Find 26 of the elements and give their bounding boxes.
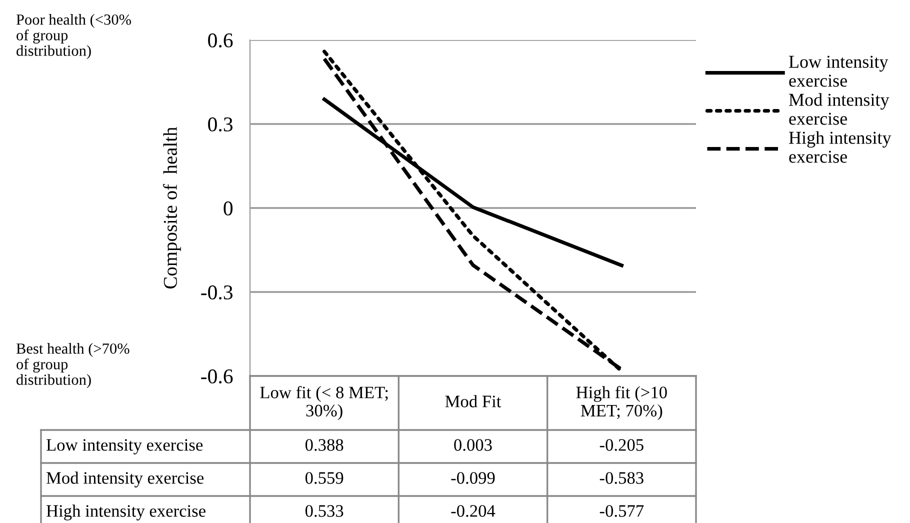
legend-label: Mod intensity exercise — [788, 93, 890, 125]
y-tick-label: 0.3 — [208, 117, 233, 132]
y-axis-title: Composite of health — [163, 126, 181, 288]
x-tick-label: Mod Fit — [445, 395, 502, 408]
data-label: 0.003 — [454, 439, 492, 451]
y-tick-label: 0 — [224, 201, 233, 216]
text: Poor health (<30% of group distribution) — [16, 14, 132, 59]
text: High intensity exercise — [46, 504, 206, 520]
data-label: -0.577 — [600, 505, 644, 517]
y-tick-label: -0.3 — [201, 285, 233, 300]
data-label: -0.583 — [600, 472, 644, 484]
text: Low intensity exercise — [46, 439, 203, 454]
y-tick-label: -0.6 — [201, 369, 233, 384]
legend-label: High intensity exercise — [788, 131, 892, 163]
data-label: -0.099 — [451, 472, 495, 484]
data-label: 0.388 — [305, 439, 344, 451]
x-tick-label: High fit (>10 MET; 70%) — [576, 386, 667, 420]
y-tick-label: 0.6 — [208, 33, 233, 48]
data-label: -0.204 — [451, 505, 496, 517]
data-label: -0.205 — [600, 439, 644, 451]
data-label: 0.559 — [305, 472, 344, 484]
data-label: 0.533 — [305, 505, 344, 517]
text: Mod intensity exercise — [46, 472, 204, 488]
text: Best health (>70% of group distribution) — [16, 343, 130, 388]
legend-label: Low intensity exercise — [788, 56, 888, 87]
x-tick-label: Low fit (< 8 MET; 30%) — [260, 386, 388, 420]
